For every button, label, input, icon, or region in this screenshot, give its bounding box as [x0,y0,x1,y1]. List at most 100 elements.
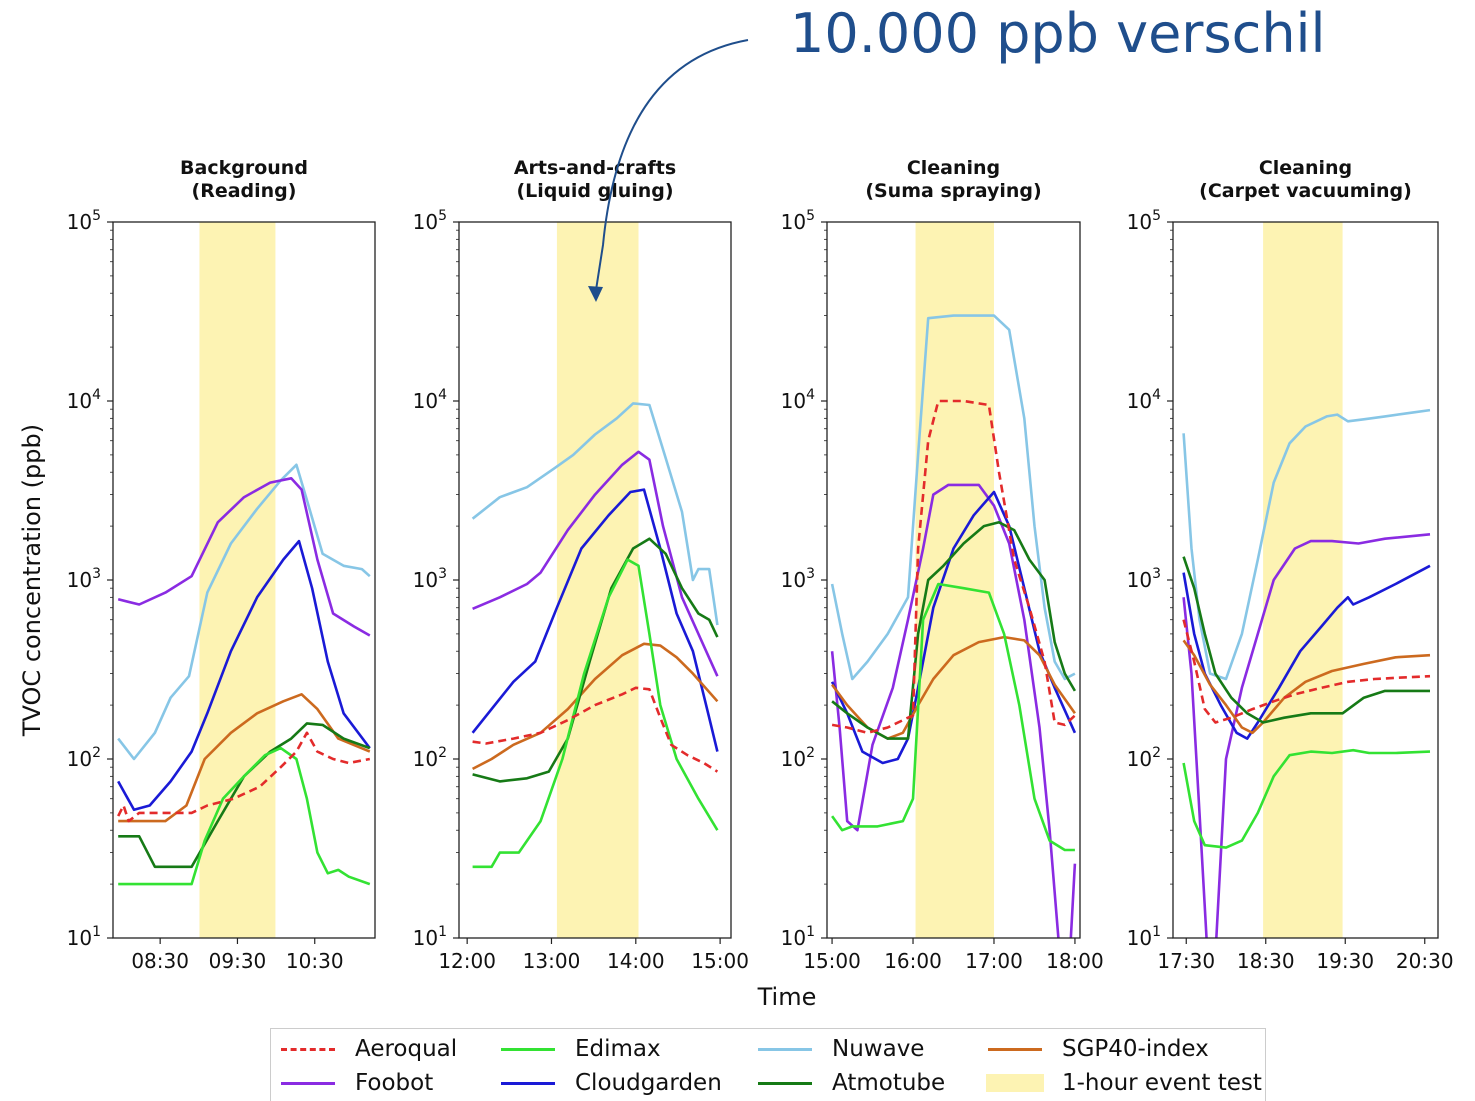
legend-label: Nuwave [832,1036,925,1062]
x-tick-label: 10:30 [286,949,344,973]
legend-label: Aeroqual [355,1036,458,1062]
x-axis-label: Time [757,983,817,1011]
series-line-sgp40-index [118,693,371,823]
series-line-sgp40-index [471,642,719,771]
annotation-text: 10.000 ppb verschil [790,2,1326,65]
y-tick-label: 101 [781,924,815,950]
y-tick-label: 105 [413,208,447,234]
series-line-foobot [472,450,719,677]
y-tick-label: 104 [413,387,447,413]
y-tick-label: 105 [781,208,815,234]
series-line-cloudgarden [830,490,1077,765]
series-line-atmotube [1182,556,1430,724]
legend-item: 1-hour event test [986,1068,1262,1098]
series-line-cloudgarden [471,488,719,752]
panel-1: 101 102 103 104 105 08:30 09:30 10:30 Background… [67,157,376,973]
series-line-nuwave [471,402,719,626]
legend-swatch [279,1039,337,1059]
series-line-nuwave [117,463,371,761]
annotation-arrowhead [588,286,603,302]
legend-label: 1-hour event test [1062,1070,1262,1096]
y-tick-label: 101 [67,924,101,950]
y-axis-label: TVOC concentration (ppb) [18,424,46,737]
series-line-foobot [830,483,1077,938]
y-tick-label: 102 [67,745,101,771]
panel-title: Cleaning [1259,157,1352,179]
legend-label: SGP40-index [1062,1036,1209,1062]
legend-label: Cloudgarden [575,1070,722,1096]
legend-swatch [986,1039,1044,1059]
y-tick-label: 105 [67,208,101,234]
x-tick-label: 17:00 [965,949,1023,973]
legend-item: Nuwave [756,1034,924,1064]
y-tick-label: 103 [1127,566,1161,592]
legend-swatch [756,1073,814,1093]
legend-swatch [499,1039,557,1059]
legend-item: Aeroqual [279,1034,457,1064]
series-line-foobot [1182,533,1431,938]
event-band [556,222,639,938]
legend-item: Cloudgarden [499,1068,722,1098]
series-line-aeroqual [472,686,719,773]
x-tick-label: 18:00 [1046,949,1104,973]
legend-item: Foobot [279,1068,433,1098]
y-tick-label: 102 [1127,745,1161,771]
series-line-aeroqual [1182,619,1431,724]
x-tick-label: 12:00 [438,949,496,973]
panel-subtitle: (Suma spraying) [865,180,1041,202]
series-line-edimax [831,582,1075,852]
legend-item: Edimax [499,1034,661,1064]
x-tick-label: 16:00 [884,949,942,973]
panel-subtitle: (Liquid gluing) [516,180,673,202]
legend-item: SGP40-index [986,1034,1209,1064]
series-line-edimax [1182,748,1431,849]
panel-title: Background [180,157,308,179]
series-line-aeroqual [831,399,1076,735]
x-tick-label: 18:30 [1237,949,1295,973]
x-tick-label: 09:30 [209,949,267,973]
panel-subtitle: (Reading) [192,180,297,202]
series-line-nuwave [830,314,1076,681]
x-tick-label: 14:00 [607,949,665,973]
series-line-edimax [472,558,719,869]
x-tick-label: 08:30 [131,949,189,973]
y-tick-label: 101 [413,924,447,950]
y-tick-label: 103 [67,566,101,592]
series-line-foobot [117,477,371,637]
x-tick-label: 19:30 [1316,949,1374,973]
panel-subtitle: (Carpet vacuuming) [1199,180,1412,202]
y-tick-label: 102 [781,745,815,771]
panel-title: Cleaning [907,157,1000,179]
y-tick-label: 102 [413,745,447,771]
y-tick-label: 104 [1127,387,1161,413]
legend-label: Atmotube [832,1070,946,1096]
event-band [1263,222,1343,938]
y-tick-label: 103 [781,566,815,592]
panel-2: 101 102 103 104 105 12:00 13:00 14:00 15:00 Arts-… [413,157,749,973]
legend-swatch [756,1039,814,1059]
y-tick-label: 103 [413,566,447,592]
series-line-atmotube [831,521,1077,740]
annotation-arrow [595,39,749,291]
panel-title: Arts-and-crafts [514,157,676,179]
x-tick-label: 15:00 [803,949,861,973]
x-tick-label: 13:00 [523,949,581,973]
y-tick-label: 104 [67,387,101,413]
x-tick-label: 20:30 [1396,949,1454,973]
series-line-edimax [118,746,371,886]
panel-3: 101 102 103 104 105 15:00 16:00 17:00 18:00 Clean… [781,157,1104,973]
x-tick-label: 17:30 [1157,949,1215,973]
series-line-nuwave [1182,408,1431,681]
legend-label: Edimax [575,1036,661,1062]
legend-label: Foobot [355,1070,434,1096]
series-line-cloudgarden [117,539,371,812]
y-tick-label: 104 [781,387,815,413]
y-tick-label: 105 [1127,208,1161,234]
legend-swatch [499,1073,557,1093]
chart-legend: Aeroqual Edimax Nuwave SGP40-index Foobot Clo… [270,1028,1266,1101]
legend-item: Atmotube [756,1068,945,1098]
y-tick-label: 101 [1127,924,1161,950]
panel-4: 101 102 103 104 105 17:30 18:30 19:30 20:30 Clean… [1127,157,1454,973]
x-tick-label: 15:00 [691,949,749,973]
